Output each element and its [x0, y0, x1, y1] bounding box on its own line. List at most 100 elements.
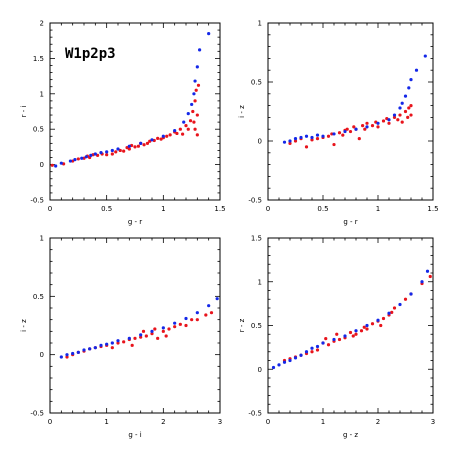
- red-data-point: [351, 334, 355, 338]
- x-tick-label: 1: [376, 205, 380, 213]
- blue-data-point: [403, 94, 408, 98]
- blue-data-point: [332, 132, 336, 136]
- red-data-point: [168, 133, 172, 137]
- red-data-point: [181, 132, 185, 136]
- blue-data-point: [193, 79, 197, 83]
- blue-data-point: [423, 54, 427, 58]
- red-data-point: [335, 332, 339, 336]
- red-data-point: [76, 157, 80, 161]
- red-data-point: [195, 113, 199, 117]
- blue-data-point: [288, 358, 292, 363]
- plot-frame: [49, 237, 221, 414]
- blue-data-point: [376, 121, 380, 125]
- y-tick-label: 0: [258, 366, 262, 374]
- blue-data-point: [343, 129, 347, 134]
- y-tick-label: 1.5: [251, 235, 262, 243]
- x-tick-label: 2: [376, 418, 380, 426]
- red-data-point: [337, 131, 342, 135]
- red-data-point: [65, 355, 69, 359]
- red-data-point: [341, 133, 345, 137]
- red-data-point: [186, 127, 190, 131]
- y-tick-label: 0.5: [33, 293, 44, 301]
- blue-data-point: [88, 347, 92, 351]
- red-data-point: [194, 88, 198, 92]
- red-data-point: [175, 131, 179, 136]
- blue-data-point: [116, 339, 120, 343]
- blue-data-point: [414, 68, 419, 72]
- x-tick-label: 0: [48, 418, 52, 426]
- blue-data-point: [173, 129, 177, 133]
- blue-data-point: [161, 326, 165, 330]
- red-data-point: [345, 127, 349, 131]
- blue-data-point: [127, 336, 131, 340]
- blue-data-point: [73, 158, 77, 162]
- red-data-point: [130, 343, 134, 347]
- red-data-point: [133, 145, 137, 149]
- red-data-point: [398, 113, 402, 117]
- red-data-point: [116, 341, 120, 345]
- red-data-point: [392, 306, 397, 310]
- red-data-point: [310, 350, 314, 354]
- blue-data-point: [80, 156, 84, 160]
- y-tick-label: -0.5: [30, 197, 44, 205]
- blue-data-point: [293, 356, 298, 360]
- red-data-point: [381, 316, 386, 321]
- y-tick-label: 0: [40, 351, 44, 359]
- blue-data-point: [282, 140, 287, 144]
- red-data-point: [136, 144, 140, 148]
- blue-data-point: [425, 269, 430, 273]
- blue-data-point: [184, 316, 188, 321]
- red-data-point: [105, 153, 109, 157]
- blue-data-point: [93, 346, 97, 350]
- blue-data-point: [304, 134, 309, 138]
- red-data-point: [50, 163, 54, 167]
- blue-data-point: [150, 138, 154, 142]
- red-data-point: [403, 297, 408, 301]
- red-data-point: [195, 133, 199, 137]
- x-tick-label: 3: [218, 418, 222, 426]
- blue-data-point: [332, 337, 336, 342]
- y-tick-label: 1: [258, 278, 262, 286]
- blue-data-point: [76, 350, 80, 354]
- blue-data-point: [198, 48, 202, 52]
- blue-data-point: [139, 141, 143, 145]
- red-data-point: [196, 83, 201, 87]
- blue-data-point: [207, 304, 211, 308]
- red-data-point: [326, 343, 331, 347]
- red-data-point: [184, 323, 188, 328]
- blue-data-point: [68, 159, 72, 163]
- y-tick-label: 1: [40, 235, 44, 243]
- red-data-point: [406, 115, 410, 119]
- blue-data-point: [207, 32, 211, 36]
- y-tick-label: 2: [40, 20, 44, 28]
- red-data-point: [191, 109, 195, 114]
- red-data-point: [192, 120, 196, 124]
- red-data-point: [354, 332, 358, 336]
- red-data-point: [188, 119, 193, 123]
- red-data-point: [409, 113, 413, 117]
- y-axis-label: i - z: [238, 105, 246, 118]
- y-tick-label: 0.5: [33, 126, 44, 134]
- blue-data-point: [321, 341, 325, 345]
- red-data-point: [365, 121, 369, 125]
- x-axis-label: g - i: [128, 431, 141, 439]
- red-data-point: [142, 143, 146, 147]
- red-data-point: [133, 336, 137, 340]
- red-data-point: [365, 327, 369, 331]
- x-axis-label: g - r: [343, 218, 357, 226]
- red-data-point: [122, 149, 126, 153]
- red-data-point: [122, 340, 126, 344]
- red-data-point: [184, 124, 188, 128]
- y-tick-label: -0.5: [248, 410, 262, 418]
- x-axis-label: g - z: [343, 431, 358, 439]
- red-data-point: [370, 124, 375, 128]
- x-tick-label: 0: [48, 205, 52, 213]
- x-tick-label: 1.5: [427, 205, 438, 213]
- red-data-point: [361, 124, 365, 128]
- red-data-point: [315, 348, 320, 352]
- red-data-point: [324, 337, 328, 341]
- blue-data-point: [116, 147, 120, 151]
- y-tick-label: 1: [40, 90, 44, 98]
- blue-data-point: [398, 302, 402, 307]
